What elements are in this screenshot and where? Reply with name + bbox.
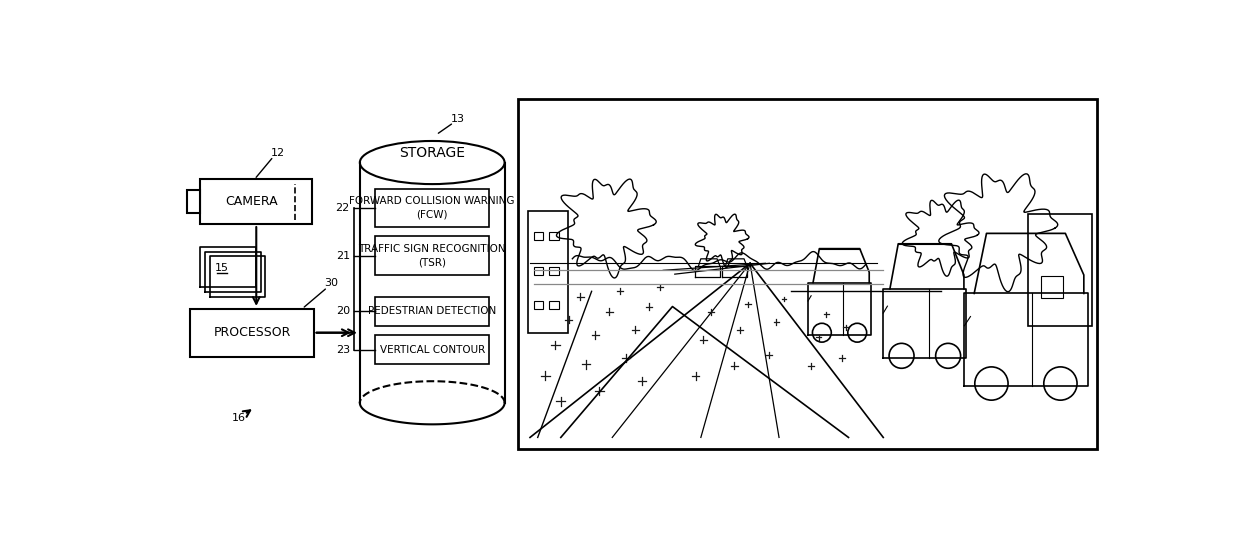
FancyBboxPatch shape xyxy=(528,211,568,334)
FancyBboxPatch shape xyxy=(534,267,543,275)
FancyBboxPatch shape xyxy=(518,99,1097,449)
Text: FORWARD COLLISION WARNING
(FCW): FORWARD COLLISION WARNING (FCW) xyxy=(350,197,515,219)
FancyBboxPatch shape xyxy=(376,189,490,227)
Text: CAMERA: CAMERA xyxy=(226,195,278,209)
FancyBboxPatch shape xyxy=(549,301,558,309)
FancyBboxPatch shape xyxy=(534,301,543,309)
Text: 15: 15 xyxy=(215,263,229,273)
Text: 20: 20 xyxy=(336,306,350,316)
FancyBboxPatch shape xyxy=(186,190,201,213)
Text: 12: 12 xyxy=(270,147,284,158)
FancyBboxPatch shape xyxy=(376,236,490,275)
Text: 22: 22 xyxy=(336,203,350,213)
FancyBboxPatch shape xyxy=(1028,214,1091,327)
FancyBboxPatch shape xyxy=(201,180,312,224)
FancyBboxPatch shape xyxy=(534,233,543,240)
Text: STORAGE: STORAGE xyxy=(399,146,465,161)
Text: 16: 16 xyxy=(232,413,246,423)
Text: PEDESTRIAN DETECTION: PEDESTRIAN DETECTION xyxy=(368,306,496,316)
FancyBboxPatch shape xyxy=(376,296,490,326)
Text: PROCESSOR: PROCESSOR xyxy=(213,326,290,339)
Text: 23: 23 xyxy=(336,345,350,355)
Text: 30: 30 xyxy=(325,278,339,288)
Text: 13: 13 xyxy=(450,115,465,124)
Text: TRAFFIC SIGN RECOGNITION
(TSR): TRAFFIC SIGN RECOGNITION (TSR) xyxy=(358,244,506,268)
FancyBboxPatch shape xyxy=(376,335,490,364)
Text: 21: 21 xyxy=(336,251,350,260)
FancyBboxPatch shape xyxy=(549,267,558,275)
FancyBboxPatch shape xyxy=(191,309,314,357)
Text: VERTICAL CONTOUR: VERTICAL CONTOUR xyxy=(379,345,485,355)
FancyBboxPatch shape xyxy=(1040,276,1063,298)
FancyBboxPatch shape xyxy=(549,233,558,240)
